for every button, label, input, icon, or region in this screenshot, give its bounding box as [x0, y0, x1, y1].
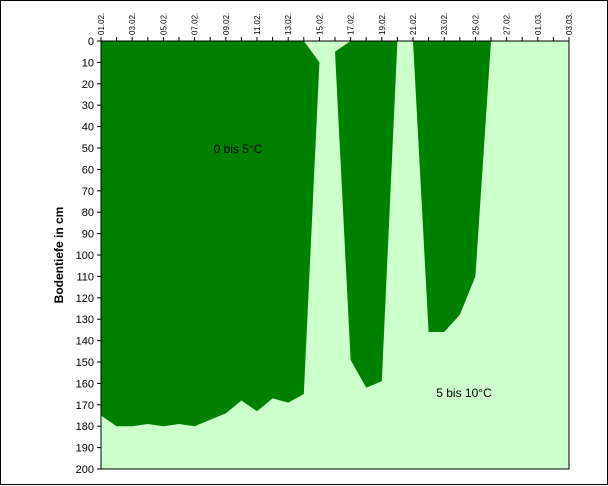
- x-tick-label: 25.02.: [471, 13, 480, 35]
- x-tick-label: 01.03.: [534, 13, 543, 35]
- x-tick-label: 23.02.: [440, 13, 449, 35]
- y-tick-label: 10: [82, 57, 94, 69]
- y-tick-label: 70: [82, 186, 94, 198]
- x-tick-label: 09.02.: [222, 13, 231, 35]
- labels: Bodentiefe in cm 0 bis 5°C 5 bis 10°C: [52, 142, 492, 400]
- x-tick-label: 05.02.: [159, 13, 168, 35]
- axes: 0 10 20 30 40 50 60 70 80 90 100 110 120 130 140 150 160…: [76, 13, 574, 476]
- y-tick-label: 90: [82, 229, 94, 241]
- y-tick-label: 100: [76, 250, 94, 262]
- y-tick-label: 140: [76, 336, 94, 348]
- series-label-5-10: 5 bis 10°C: [436, 386, 492, 400]
- y-tick-label: 0: [88, 36, 94, 48]
- x-tick-label: 27.02.: [503, 13, 512, 35]
- x-tick-label: 13.02.: [284, 13, 293, 35]
- y-tick-label: 20: [82, 79, 94, 91]
- x-tick-label: 11.02.: [253, 13, 262, 35]
- series-label-0-5: 0 bis 5°C: [214, 142, 263, 156]
- y-tick-label: 150: [76, 357, 94, 369]
- y-tick-label: 30: [82, 100, 94, 112]
- x-tick-label: 03.03.: [565, 13, 574, 35]
- y-tick-label: 50: [82, 143, 94, 155]
- y-axis-title: Bodentiefe in cm: [52, 207, 66, 304]
- y-tick-label: 180: [76, 421, 94, 433]
- x-tick-label: 01.02.: [97, 13, 106, 35]
- y-tick-label: 80: [82, 207, 94, 219]
- y-tick-label: 200: [76, 464, 94, 476]
- y-tick-label: 60: [82, 164, 94, 176]
- y-tick-label: 160: [76, 378, 94, 390]
- x-tick-label: 07.02.: [191, 13, 200, 35]
- y-tick-label: 130: [76, 314, 94, 326]
- y-tick-label: 170: [76, 400, 94, 412]
- y-tick-label: 120: [76, 293, 94, 305]
- plot-area: [101, 41, 569, 469]
- y-tick-label: 190: [76, 443, 94, 455]
- x-tick-label: 15.02.: [315, 13, 324, 35]
- x-tick-label: 19.02.: [378, 13, 387, 35]
- series-area-0-5: [101, 41, 569, 437]
- x-tick-label: 21.02.: [409, 13, 418, 35]
- x-tick-label: 03.02.: [128, 13, 137, 35]
- y-tick-label: 40: [82, 122, 94, 134]
- x-tick-label: 17.02.: [347, 13, 356, 35]
- y-tick-label: 110: [76, 271, 94, 283]
